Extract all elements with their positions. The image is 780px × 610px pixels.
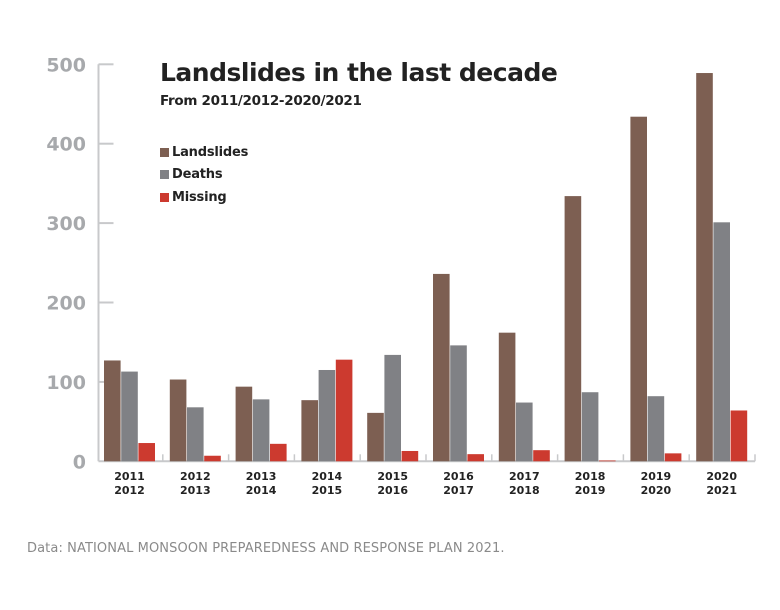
x-tick-label: 2018 bbox=[575, 470, 606, 483]
y-tick-label: 200 bbox=[46, 293, 86, 315]
bar-landslides bbox=[696, 73, 713, 462]
y-tick-label: 100 bbox=[46, 372, 86, 394]
x-tick-label: 2020 bbox=[706, 470, 737, 483]
legend: Landslides Deaths Missing bbox=[160, 141, 248, 209]
bar-deaths bbox=[318, 369, 336, 462]
bar-deaths bbox=[516, 402, 533, 462]
x-tick-label: 2014 bbox=[246, 484, 277, 497]
legend-swatch-deaths bbox=[160, 170, 169, 180]
legend-label-deaths: Deaths bbox=[172, 167, 223, 183]
bar-missing bbox=[467, 454, 484, 462]
bar-missing bbox=[204, 455, 221, 462]
bar-deaths bbox=[384, 354, 401, 462]
y-tick-label: 300 bbox=[46, 213, 86, 235]
bar-missing bbox=[599, 460, 616, 462]
x-tick-label: 2015 bbox=[312, 484, 343, 497]
bar-deaths bbox=[187, 407, 204, 462]
x-tick-label: 2019 bbox=[641, 470, 672, 483]
bar-missing bbox=[335, 359, 353, 462]
x-tick-label: 2012 bbox=[180, 470, 211, 483]
x-tick-label: 2012 bbox=[114, 484, 145, 497]
bar-landslides bbox=[169, 379, 187, 462]
x-tick-label: 2018 bbox=[509, 484, 540, 497]
bar-deaths bbox=[581, 392, 599, 462]
bar-landslides bbox=[301, 400, 318, 462]
x-tick-label: 2017 bbox=[443, 484, 474, 497]
x-tick-label: 2015 bbox=[377, 470, 408, 483]
bar-missing bbox=[138, 443, 155, 462]
chart-title: Landslides in the last decade bbox=[160, 58, 558, 87]
x-tick-label: 2017 bbox=[509, 470, 540, 483]
bar-landslides bbox=[433, 273, 450, 462]
bar-landslides bbox=[564, 196, 582, 462]
legend-item-deaths: Deaths bbox=[160, 164, 248, 187]
bar-missing bbox=[270, 443, 287, 462]
bar-missing bbox=[533, 450, 550, 462]
data-source-note: Data: NATIONAL MONSOON PREPAREDNESS AND … bbox=[27, 541, 505, 556]
legend-label-missing: Missing bbox=[172, 189, 227, 205]
bar-landslides bbox=[498, 332, 516, 462]
bar-deaths bbox=[450, 345, 467, 462]
y-tick-label: 400 bbox=[46, 134, 86, 156]
bar-missing bbox=[664, 453, 682, 462]
x-tick-label: 2016 bbox=[443, 470, 474, 483]
bar-landslides bbox=[630, 116, 647, 462]
bar-missing bbox=[401, 450, 419, 462]
bar-deaths bbox=[647, 396, 665, 462]
legend-item-missing: Missing bbox=[160, 186, 248, 209]
x-tick-label: 2020 bbox=[641, 484, 672, 497]
bar-missing bbox=[730, 410, 748, 462]
bar-deaths bbox=[252, 399, 270, 462]
legend-label-landslides: Landslides bbox=[172, 144, 249, 160]
bar-landslides bbox=[235, 386, 253, 462]
legend-swatch-landslides bbox=[160, 147, 169, 157]
y-tick-label: 0 bbox=[73, 451, 86, 473]
x-tick-label: 2014 bbox=[312, 470, 343, 483]
legend-item-landslides: Landslides bbox=[160, 141, 248, 164]
x-tick-label: 2013 bbox=[180, 484, 211, 497]
bars bbox=[104, 73, 748, 462]
x-tick-label: 2019 bbox=[575, 484, 606, 497]
x-tick-label: 2016 bbox=[377, 484, 408, 497]
x-tick-label: 2011 bbox=[114, 470, 145, 483]
legend-swatch-missing bbox=[160, 192, 169, 202]
x-tick-label: 2013 bbox=[246, 470, 277, 483]
tick-labels: 0100200300400500201120122012201320132014… bbox=[46, 54, 737, 497]
bar-landslides bbox=[367, 412, 384, 462]
bar-landslides bbox=[104, 360, 121, 462]
chart-subtitle: From 2011/2012-2020/2021 bbox=[160, 93, 362, 109]
y-tick-label: 500 bbox=[46, 54, 86, 76]
bar-deaths bbox=[713, 222, 730, 462]
bar-deaths bbox=[121, 371, 138, 462]
x-tick-label: 2021 bbox=[706, 484, 737, 497]
